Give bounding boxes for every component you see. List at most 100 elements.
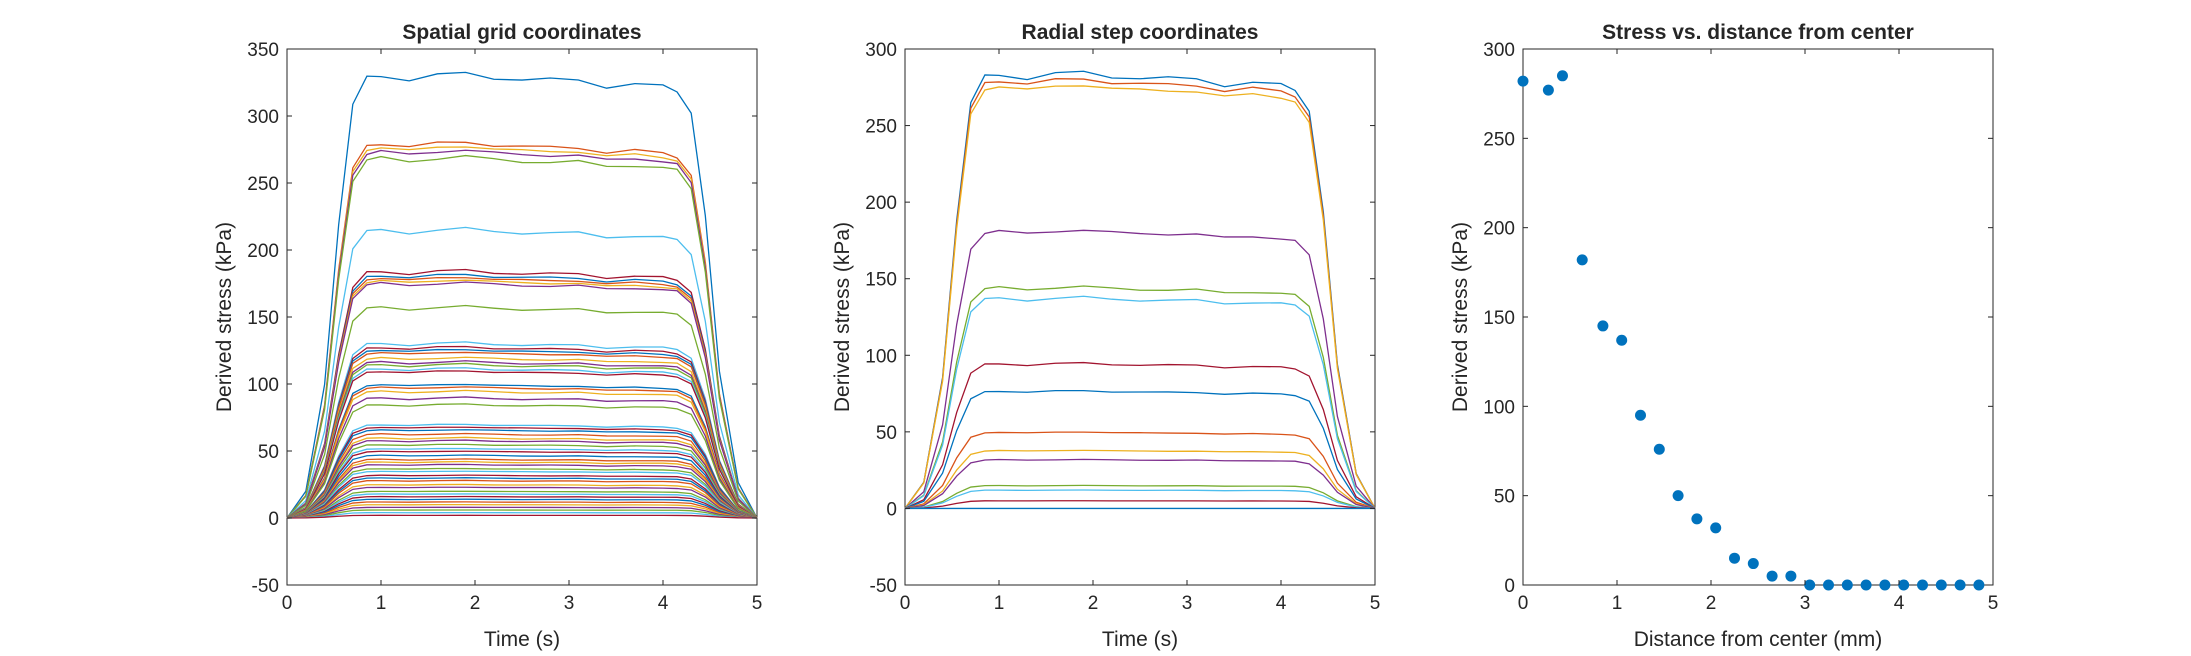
scatter-point: [1542, 84, 1554, 96]
series-line: [286, 268, 758, 519]
series-line: [286, 370, 758, 519]
series-layer: [286, 71, 758, 519]
y-tick-label: 0: [1504, 576, 1515, 597]
y-tick-label: 100: [1483, 397, 1515, 418]
x-tick-label: 5: [752, 593, 763, 614]
x-axis-label: Distance from center (mm): [1634, 628, 1883, 651]
series-line: [286, 389, 758, 519]
plot-area: [286, 48, 758, 586]
series-line: [286, 383, 758, 519]
series-line: [286, 454, 758, 519]
y-tick-label: 250: [865, 117, 897, 138]
x-tick-label: 0: [1518, 593, 1529, 614]
series-line: [286, 495, 758, 519]
series-line: [286, 356, 758, 519]
series-line: [286, 479, 758, 519]
y-tick-label: 350: [247, 40, 279, 61]
chart-title: Stress vs. distance from center: [1602, 21, 1914, 44]
series-line: [904, 484, 1376, 510]
scatter-point: [1576, 254, 1588, 266]
scatter-point: [1917, 579, 1928, 591]
series-line: [286, 149, 758, 519]
scatter-point: [1691, 513, 1703, 525]
chart-title: Radial step coordinates: [1022, 21, 1259, 44]
series-line: [286, 450, 758, 519]
scatter-point: [1747, 558, 1759, 570]
series-line: [904, 295, 1376, 509]
series-line: [286, 348, 758, 519]
y-axis-label: Derived stress (kPa): [1449, 222, 1472, 412]
plot-area: [904, 48, 1376, 586]
series-line: [286, 447, 758, 519]
series-line: [286, 503, 758, 519]
y-tick-label: 250: [1483, 129, 1515, 150]
series-line: [286, 304, 758, 519]
series-line: [286, 362, 758, 519]
y-tick-label: 50: [1494, 487, 1515, 508]
plot-area: [1522, 48, 1994, 586]
series-line: [286, 490, 758, 519]
x-tick-label: 3: [1182, 593, 1193, 614]
series-line: [286, 345, 758, 519]
series-line: [904, 361, 1376, 510]
x-tick-label: 2: [470, 593, 481, 614]
x-tick-label: 2: [1706, 593, 1717, 614]
x-tick-label: 3: [1800, 593, 1811, 614]
y-tick-label: -50: [870, 576, 897, 597]
y-tick-label: 0: [886, 499, 897, 520]
scatter-point: [1766, 570, 1778, 582]
y-tick-label: 100: [865, 346, 897, 367]
y-tick-label: 150: [865, 270, 897, 291]
series-line: [286, 509, 758, 519]
y-axis-label: Derived stress (kPa): [831, 222, 854, 412]
series-line: [286, 477, 758, 519]
series-line: [286, 403, 758, 519]
series-line: [286, 396, 758, 519]
x-tick-label: 4: [658, 593, 669, 614]
series-line: [286, 426, 758, 519]
y-tick-label: 250: [247, 174, 279, 195]
scatter-point: [1517, 75, 1529, 87]
scatter-point: [1785, 570, 1797, 582]
x-tick-label: 1: [376, 593, 387, 614]
series-line: [904, 229, 1376, 509]
series-line: [286, 467, 758, 519]
y-tick-label: 200: [1483, 219, 1515, 240]
series-line: [286, 493, 758, 519]
series-line: [286, 341, 758, 519]
series-line: [286, 439, 758, 519]
x-tick-label: 5: [1988, 593, 1999, 614]
series-line: [286, 470, 758, 519]
series-line: [286, 154, 758, 519]
series-line: [286, 460, 758, 519]
x-axis-label: Time (s): [1102, 628, 1178, 651]
scatter-point: [1841, 579, 1853, 591]
series-line: [286, 498, 758, 519]
scatter-point: [1729, 552, 1740, 564]
x-tick-label: 3: [564, 593, 575, 614]
chart-title: Spatial grid coordinates: [402, 21, 641, 44]
x-tick-label: 5: [1370, 593, 1381, 614]
x-tick-label: 1: [1612, 593, 1623, 614]
series-line: [286, 511, 758, 519]
series-layer: [904, 70, 1376, 510]
x-tick-label: 4: [1276, 593, 1287, 614]
series-line: [904, 389, 1376, 510]
y-tick-label: 150: [1483, 308, 1515, 329]
scatter-point: [1597, 320, 1609, 332]
scatter-point: [1935, 579, 1947, 591]
y-tick-label: 300: [1483, 40, 1515, 61]
series-line: [286, 501, 758, 519]
series-line: [286, 458, 758, 519]
y-tick-label: 300: [247, 107, 279, 128]
series-layer: [1517, 70, 1985, 591]
series-line: [286, 514, 758, 519]
y-tick-label: 100: [247, 375, 279, 396]
series-line: [286, 429, 758, 519]
y-tick-label: 0: [268, 509, 279, 530]
